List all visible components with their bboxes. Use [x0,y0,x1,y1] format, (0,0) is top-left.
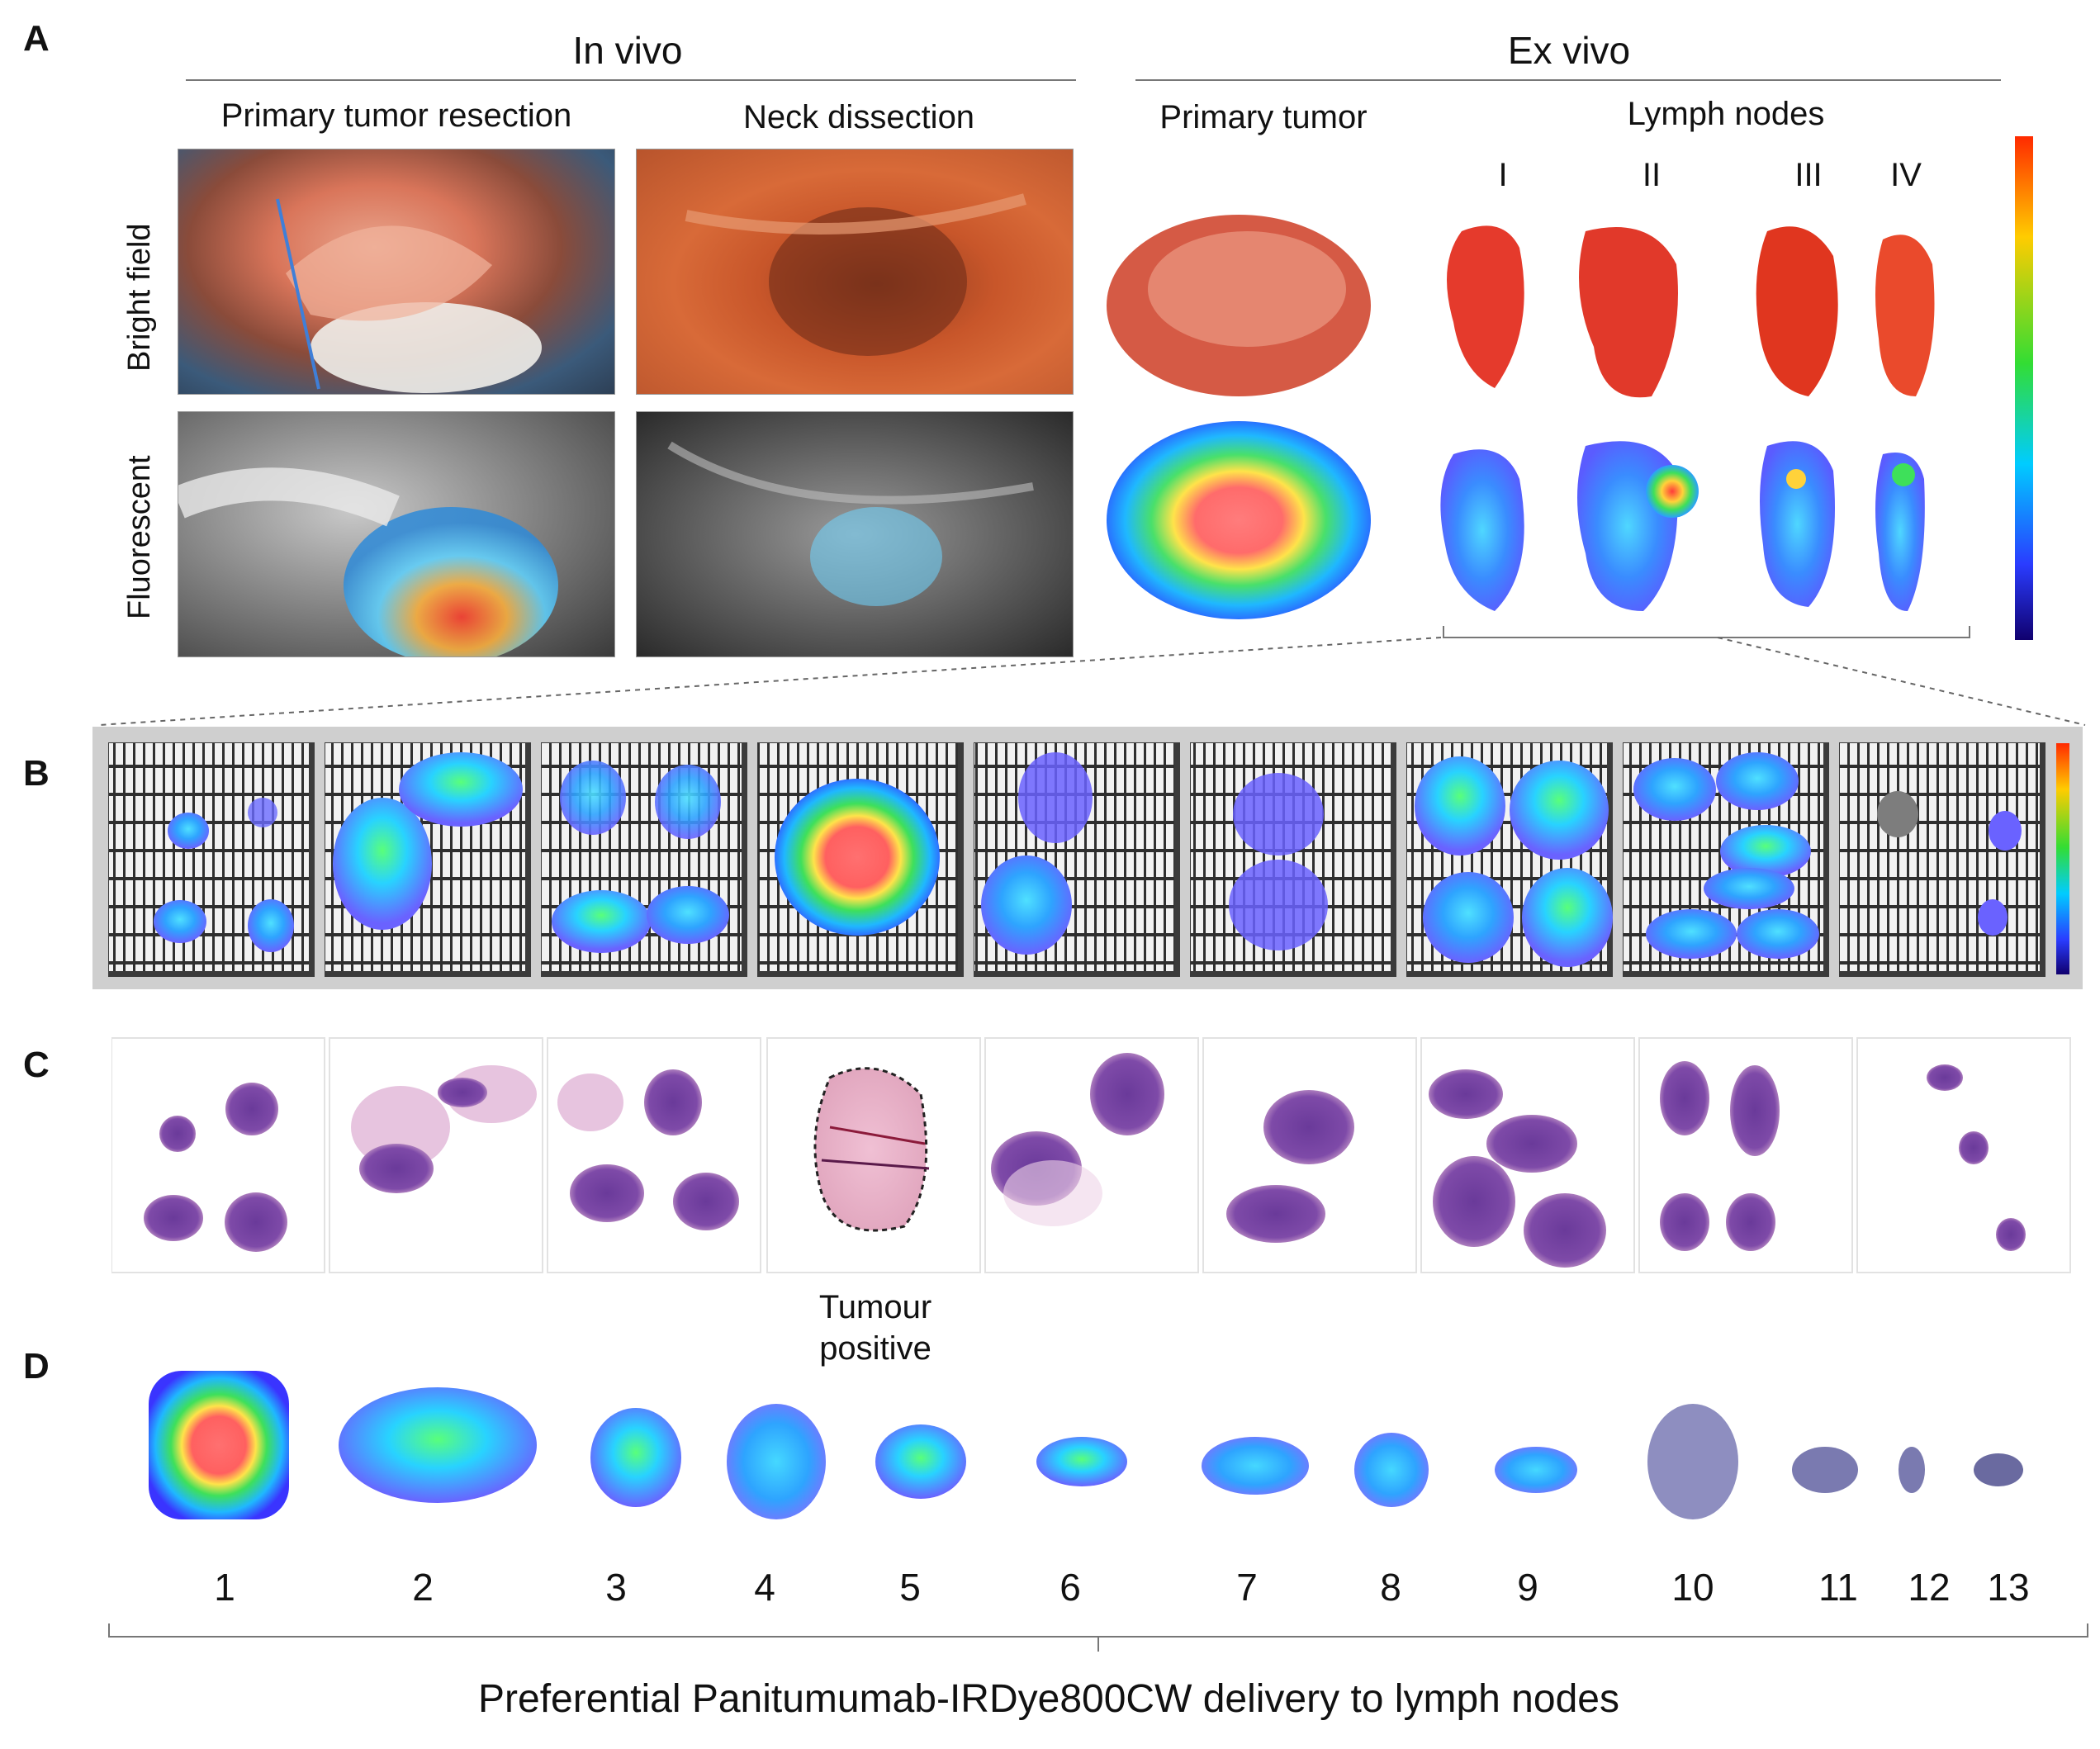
node-number-11: 11 [1818,1566,1858,1609]
node-i-bright [1447,225,1524,388]
bright-field-primary-photo [178,149,615,395]
node-10 [1647,1404,1738,1519]
panel-label-d: D [23,1346,50,1386]
level-label-iv: IV [1890,157,1922,193]
node-8 [1354,1433,1429,1507]
level-label-i: I [1498,157,1508,193]
node-number-6: 6 [1059,1566,1081,1609]
colorbar-b [2056,743,2069,974]
panel-b-tissue [109,743,2040,971]
panel-c-he-sections [111,1037,2071,1273]
node-number-7: 7 [1236,1566,1258,1609]
fluorescent-neck-photo [636,411,1074,657]
in-vivo-title: In vivo [572,29,683,72]
zoom-connectors [98,637,2086,726]
node-iv-bright [1875,235,1935,396]
lymph-nodes-label: Lymph nodes [1627,96,1825,132]
level-label-ii: II [1642,157,1662,193]
ex-vivo-specimens [1107,215,1970,638]
node-number-3: 3 [605,1566,627,1609]
node-number-1: 1 [214,1566,235,1609]
node-2 [339,1387,537,1503]
node-number-8: 8 [1380,1566,1401,1609]
node-number-9: 9 [1517,1566,1538,1609]
node-3 [590,1408,681,1507]
node-4 [727,1404,826,1519]
panel-label-a: A [23,18,50,59]
panel-label-c: C [23,1045,50,1085]
node-number-10: 10 [1671,1566,1714,1609]
panel-b-cells [106,740,2048,979]
node-number-13: 13 [1987,1566,2030,1609]
node-iii-bright [1756,226,1838,396]
primary-tumor-fluor [1107,421,1371,619]
node-12 [1899,1447,1925,1493]
node-number-2: 2 [412,1566,434,1609]
node-iii-fluor [1760,441,1835,607]
panel-d-caption: Preferential Panitumumab-IRDye800CW deli… [478,1677,1619,1721]
primary-tumor-label: Primary tumor [1159,99,1368,135]
row-label-fluorescent: Fluorescent [122,455,157,619]
ex-vivo-title: Ex vivo [1507,29,1631,72]
node-9 [1495,1447,1577,1493]
node-i-fluor [1440,449,1524,611]
in-vivo-rule [186,79,1076,81]
ex-vivo-rule [1135,79,2001,81]
bright-field-neck-photo [636,149,1074,395]
node-ii-hotspot [1646,465,1699,518]
node-11 [1792,1447,1858,1493]
node-13 [1974,1453,2023,1486]
node-ii-bright [1579,227,1678,398]
node-iv-fluor [1875,453,1925,611]
lymph-nodes-bracket [1443,626,1970,638]
row-label-bright-field: Bright field [122,223,157,372]
panel-label-b: B [23,753,50,794]
colorbar-a [2015,136,2033,640]
col-label-neck-dissection: Neck dissection [742,99,975,135]
node-1 [149,1371,289,1519]
node-ii-fluor [1577,441,1678,611]
panel-d-bracket [108,1623,2088,1652]
node-7 [1202,1437,1309,1495]
fluorescent-primary-photo [178,411,615,657]
node-number-5: 5 [899,1566,921,1609]
node-number-12: 12 [1908,1566,1951,1609]
col-label-primary-resection: Primary tumor resection [220,97,572,134]
panel-d-nodes [149,1371,2023,1519]
level-label-iii: III [1794,157,1823,193]
tumour-positive-label: Tumour positive [818,1289,932,1367]
node-6 [1036,1437,1127,1486]
node-number-4: 4 [754,1566,775,1609]
node-5 [875,1424,966,1499]
